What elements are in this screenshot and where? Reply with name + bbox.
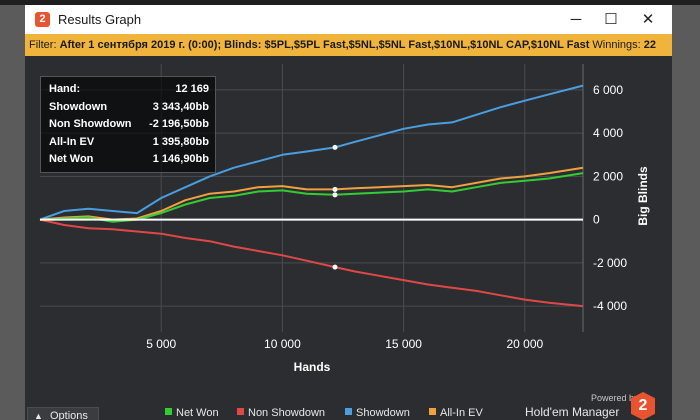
tooltip-row-label: Net Won [49,153,94,165]
hover-marker [332,144,338,150]
results-chart[interactable]: 5 000 10 000 15 000 20 000 -4 000 -2 000 0 2 0… [25,56,672,420]
y-tick-label: 6 000 [593,83,623,97]
y-tick-label: -4 000 [593,299,627,313]
hover-marker [332,186,338,192]
legend-item[interactable]: All-In EV [429,407,483,419]
powered-by-label: Powered by [591,393,639,403]
tooltip-row-value: 3 343,40bb [152,100,209,113]
tooltip-row: Hand: 12 169 [49,83,209,99]
legend-label: All-In EV [440,407,483,419]
tooltip-row: Non Showdown -2 196,50bb [49,118,209,134]
tooltip-row-label: All-In EV [49,135,95,148]
tooltip-row: Showdown 3 343,40bb [49,101,209,117]
window-title: Results Graph [58,12,142,27]
legend-swatch [165,408,172,415]
legend-label: Showdown [356,407,410,419]
desktop-strip [0,0,700,5]
legend-label: Non Showdown [248,407,326,419]
tooltip-row-value: 1 395,80bb [152,135,209,148]
series-line-net-won [39,172,584,223]
filter-bar[interactable]: Filter: After 1 сентября 2019 г. (0:00);… [25,34,672,56]
tooltip-row-value: 1 146,90bb [152,153,209,165]
hm-logo-icon: 2 [631,392,655,420]
x-tick-label: 5 000 [146,337,176,351]
y-tick-label: 4 000 [593,126,623,140]
tooltip-row-value: 12 169 [175,83,209,95]
winnings-label: Winnings: [592,39,641,51]
options-label: Options [49,410,88,420]
x-axis-label: Hands [294,360,331,374]
x-tick-label: 10 000 [264,337,301,351]
tooltip-row: All-In EV 1 395,80bb [49,136,209,152]
legend-swatch [429,408,436,415]
legend-item[interactable]: Non Showdown [237,407,325,419]
series-line-showdown [39,84,584,221]
y-tick-label: 2 000 [593,169,623,183]
minimize-button[interactable]: ─ [570,11,582,28]
x-tick-label: 20 000 [506,337,543,351]
series-line-non-showdown [39,218,584,308]
close-button[interactable]: ✕ [641,11,655,28]
tooltip-row-label: Non Showdown [49,118,131,130]
legend-label: Net Won [176,407,219,419]
x-tick-label: 15 000 [385,337,422,351]
legend-swatch [345,408,352,415]
filter-text: After 1 сентября 2019 г. (0:00); Blinds:… [59,39,590,51]
options-button[interactable]: ▲ Options [27,407,99,420]
y-axis-label: Big Blinds [636,166,650,226]
hover-marker [332,192,338,198]
legend-swatch [237,408,244,415]
tooltip-row-label: Hand: [49,83,81,95]
legend-item[interactable]: Net Won [165,407,219,419]
filter-label: Filter: [29,39,57,51]
app-icon: 2 [35,12,50,27]
tooltip-row-label: Showdown [49,100,108,113]
graph-area: 5 000 10 000 15 000 20 000 -4 000 -2 000 0 2 0… [25,56,672,420]
brand-name: Hold'em Manager [525,405,620,419]
hover-tooltip: Hand: 12 169 Showdown 3 343,40bb Non Showdow… [40,76,216,173]
title-bar: 2 Results Graph ─ ☐ ✕ [25,5,672,34]
hover-marker [332,264,338,270]
chevron-up-icon: ▲ [34,411,43,420]
y-tick-label: 0 [593,213,600,227]
tooltip-row-value: -2 196,50bb [149,118,209,130]
y-tick-label: -2 000 [593,256,627,270]
results-graph-window: 2 Results Graph ─ ☐ ✕ Filter: After 1 се… [25,5,672,420]
winnings-value: 22 [643,39,657,51]
maximize-button[interactable]: ☐ [604,11,618,28]
tooltip-row: Net Won 1 146,90bb [49,153,209,169]
legend-item[interactable]: Showdown [345,407,410,419]
